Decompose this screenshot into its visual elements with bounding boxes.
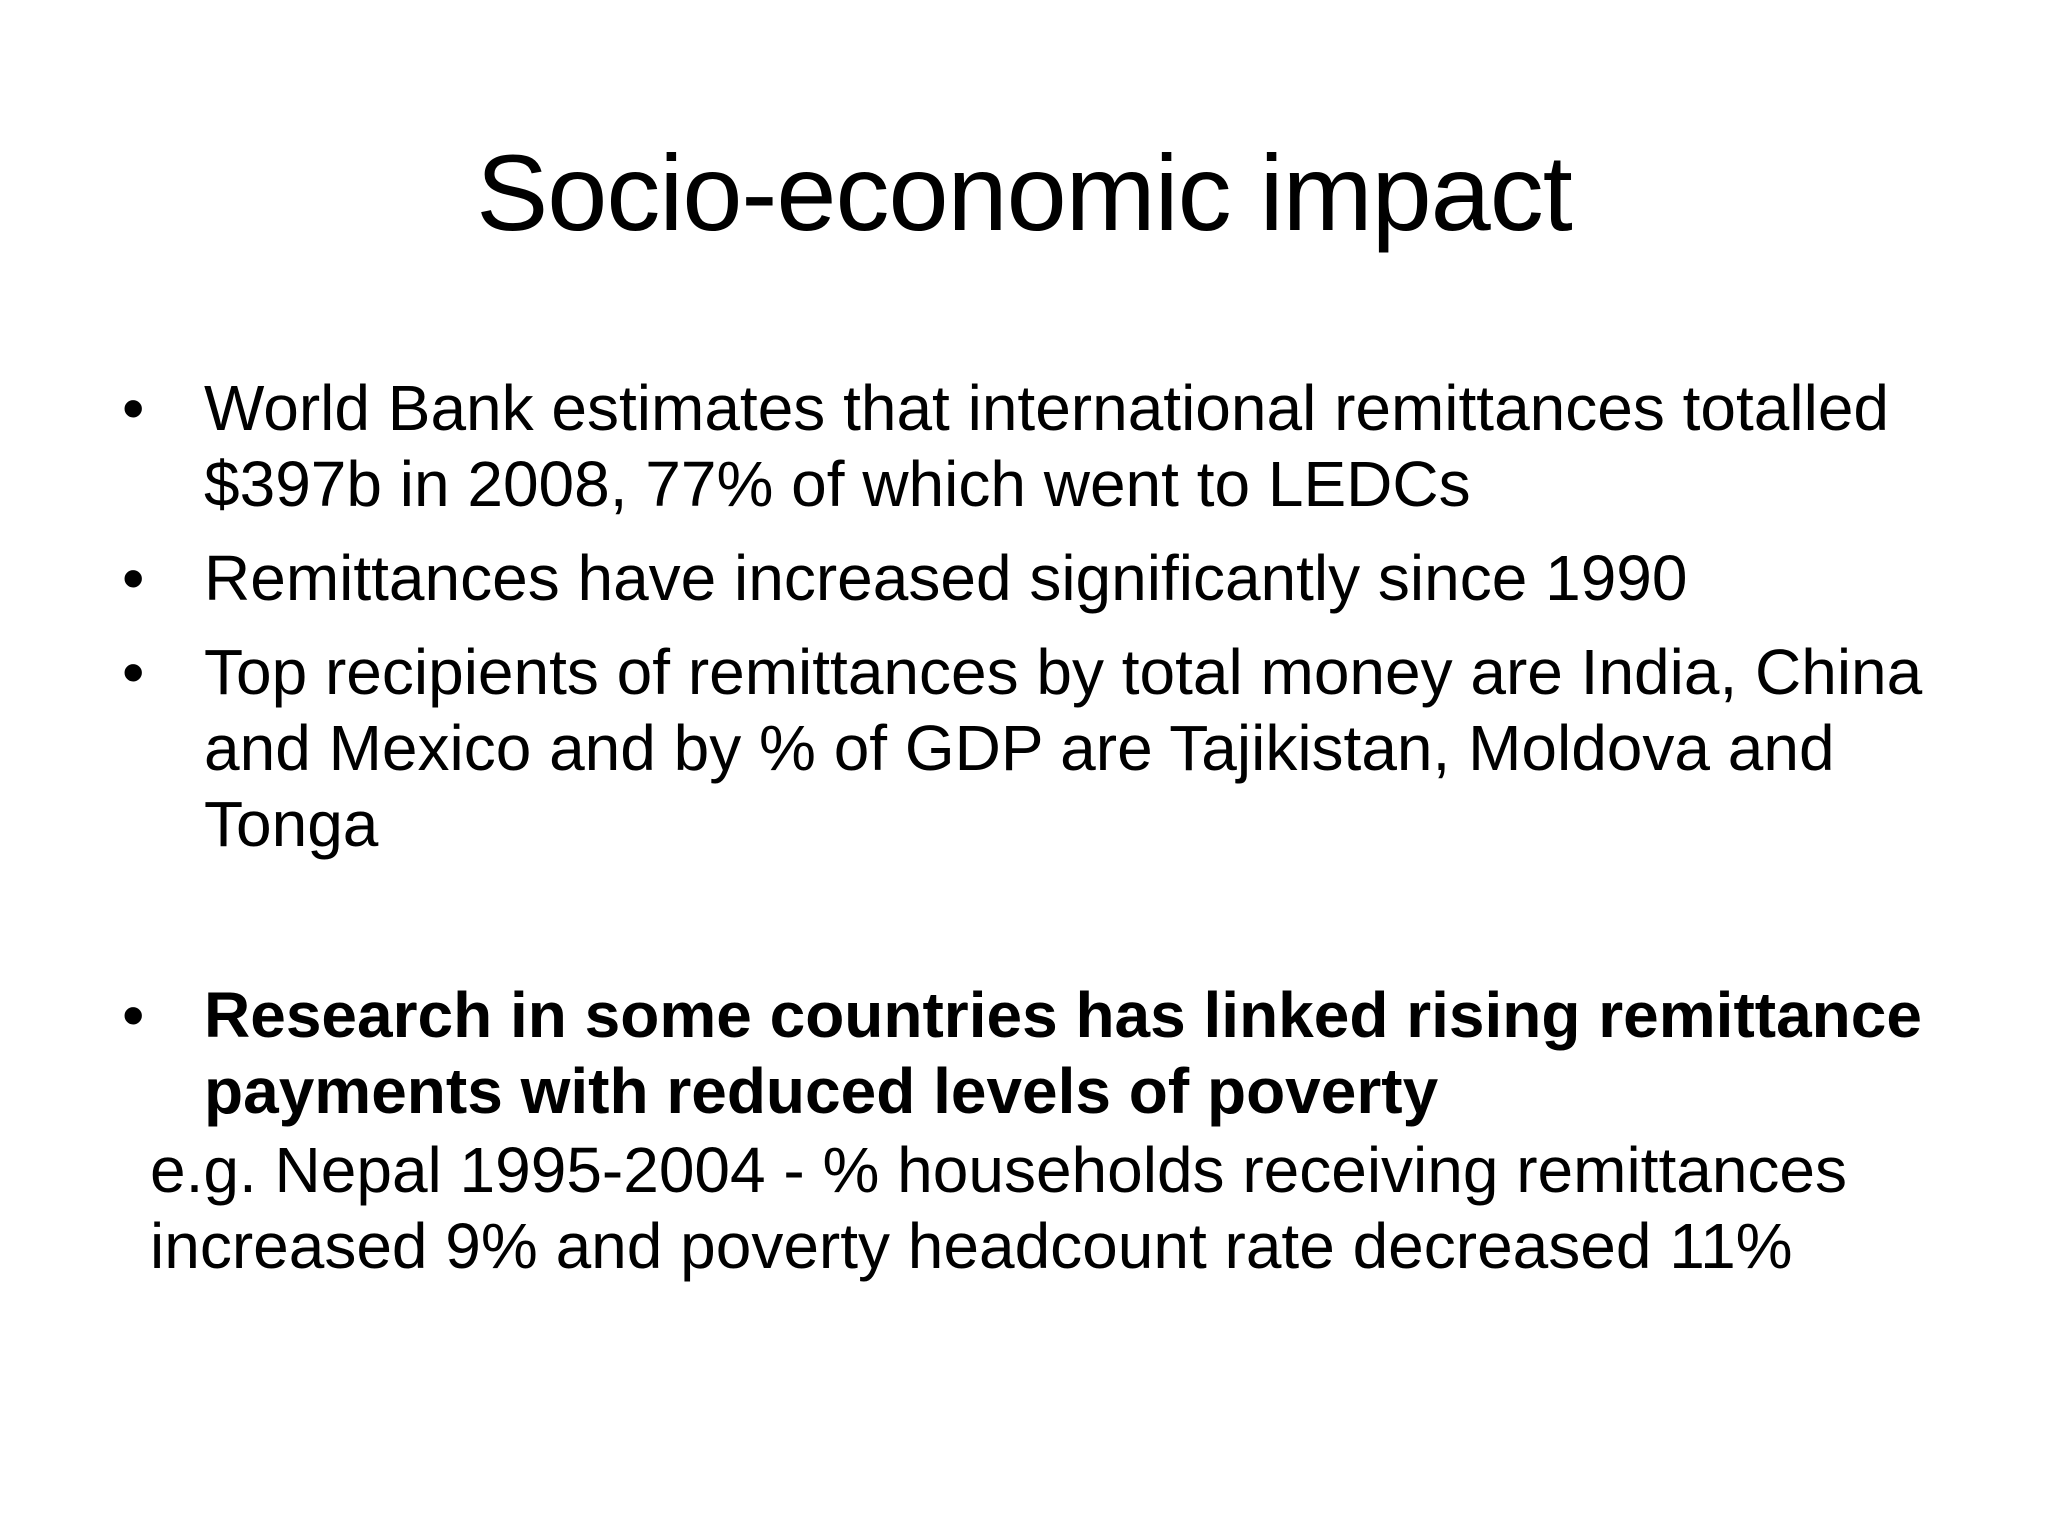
bullet-item-research: • Research in some countries has linked …: [122, 977, 1972, 1129]
bullet-marker: •: [122, 636, 145, 708]
bullet-item-top-recipients: • Top recipients of remittances by total…: [122, 634, 1972, 862]
bullet-text: World Bank estimates that international …: [204, 372, 1889, 520]
bullet-item-increase: • Remittances have increased significant…: [122, 540, 1972, 616]
bullet-text: Research in some countries has linked ri…: [204, 979, 1922, 1127]
bullet-marker: •: [122, 979, 145, 1051]
bullet-item-world-bank: • World Bank estimates that internationa…: [122, 370, 1972, 522]
bullet-marker: •: [122, 542, 145, 614]
bullet-list: • World Bank estimates that internationa…: [122, 370, 1972, 1143]
example-text: e.g. Nepal 1995-2004 - % households rece…: [150, 1134, 1847, 1282]
bullet-marker: •: [122, 372, 145, 444]
bullet-text: Top recipients of remittances by total m…: [204, 636, 1923, 860]
slide-title: Socio-economic impact: [476, 132, 1572, 253]
bullet-text: Remittances have increased significantly…: [204, 542, 1688, 614]
